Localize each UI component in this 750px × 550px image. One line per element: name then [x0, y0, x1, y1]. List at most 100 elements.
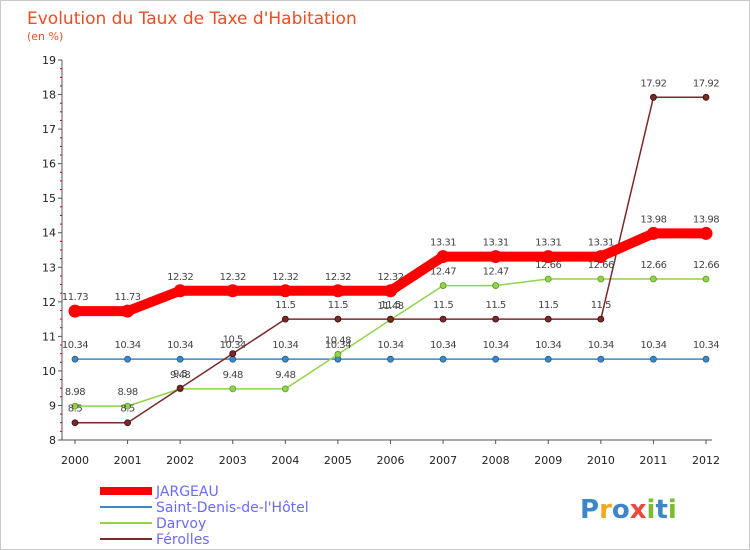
data-point	[702, 355, 710, 363]
data-point	[226, 284, 240, 298]
data-label: 12.47	[430, 267, 456, 278]
data-label: 8.5	[120, 404, 135, 415]
data-label: 10.34	[535, 340, 561, 351]
data-label: 17.92	[640, 78, 666, 89]
data-label: 10.34	[220, 340, 246, 351]
data-label: 12.66	[693, 260, 719, 271]
y-tick-label: 16	[42, 158, 56, 171]
x-tick-label: 2005	[324, 454, 352, 467]
data-point	[489, 250, 503, 264]
data-label: 11.5	[328, 300, 348, 311]
data-label: 12.66	[588, 260, 614, 271]
y-tick-label: 11	[42, 330, 56, 343]
data-label: 10.34	[167, 340, 193, 351]
data-label: 10.34	[325, 340, 351, 351]
data-label: 8.98	[65, 387, 85, 398]
data-label: 11.73	[62, 292, 88, 303]
data-point	[124, 402, 131, 410]
data-point	[650, 355, 657, 363]
data-label: 10.34	[483, 340, 509, 351]
data-label: 10.34	[430, 340, 456, 351]
legend: JARGEAUSaint-Denis-de-l'HôtelDarvoyFérol…	[100, 484, 309, 548]
legend-label: JARGEAU	[155, 484, 219, 500]
data-label: 11.5	[433, 300, 453, 311]
x-tick-label: 2012	[692, 454, 720, 467]
data-label: 11.5	[486, 300, 506, 311]
data-point	[492, 315, 500, 323]
data-label: 11.5	[591, 300, 611, 311]
x-tick-label: 2004	[271, 454, 299, 467]
data-point	[702, 93, 710, 101]
data-label: 10.34	[377, 340, 403, 351]
data-point	[281, 315, 289, 323]
data-label: 10.34	[693, 340, 719, 351]
data-label: 9.48	[275, 370, 295, 381]
data-label: 10.34	[588, 340, 614, 351]
data-point	[278, 284, 292, 298]
data-label: 17.92	[693, 78, 719, 89]
data-label: 13.31	[483, 238, 509, 249]
data-point	[71, 419, 79, 427]
data-point	[281, 355, 289, 363]
data-point	[334, 350, 342, 358]
data-label: 9.48	[223, 370, 243, 381]
data-point	[387, 355, 394, 363]
series-points	[68, 93, 713, 427]
data-label: 13.31	[535, 238, 561, 249]
y-tick-label: 18	[42, 89, 56, 102]
y-tick-label: 15	[42, 192, 56, 205]
brand-wordmark: Proxiti	[580, 495, 677, 525]
data-label: 12.32	[325, 272, 351, 283]
x-tick-label: 2009	[534, 454, 562, 467]
data-point	[597, 315, 605, 323]
y-tick-label: 12	[42, 296, 56, 309]
data-label: 10.34	[62, 340, 88, 351]
x-tick-label: 2008	[482, 454, 510, 467]
data-label: 12.47	[483, 267, 509, 278]
data-point	[544, 275, 552, 283]
data-point	[597, 275, 605, 283]
data-label: 12.32	[220, 272, 246, 283]
y-tick-label: 8	[49, 434, 56, 447]
data-point	[68, 304, 82, 318]
data-point	[229, 355, 237, 363]
data-point	[597, 355, 605, 363]
data-point	[650, 93, 657, 101]
x-tick-label: 2007	[429, 454, 457, 467]
data-point	[699, 226, 713, 240]
data-point	[387, 315, 394, 323]
data-point	[492, 355, 500, 363]
x-tick-label: 2003	[219, 454, 247, 467]
data-label: 11.48	[377, 301, 403, 312]
data-point	[702, 275, 710, 283]
x-tick-label: 2000	[61, 454, 89, 467]
data-point	[646, 226, 660, 240]
data-point	[544, 355, 552, 363]
axes: 8 9 10 11 12 13 14 15 16 17 18 19 2000 2001 2002 2003 20…	[42, 54, 720, 467]
data-label: 12.32	[272, 272, 298, 283]
data-point	[544, 315, 552, 323]
data-point	[384, 284, 397, 298]
data-point	[124, 355, 131, 363]
data-point	[650, 275, 657, 283]
data-label: 12.32	[377, 272, 403, 283]
data-label: 12.66	[535, 260, 561, 271]
x-tick-label: 2001	[114, 454, 142, 467]
data-label: 12.66	[640, 260, 666, 271]
chart-subtitle: (en %)	[27, 30, 63, 43]
data-point	[594, 250, 608, 264]
data-point	[439, 315, 447, 323]
y-tick-label: 13	[42, 261, 56, 274]
y-tick-label: 19	[42, 54, 56, 67]
data-point	[71, 355, 79, 363]
data-label: 10.34	[272, 340, 298, 351]
data-label: 13.31	[588, 238, 614, 249]
data-point	[334, 315, 342, 323]
data-point	[229, 350, 237, 358]
data-point	[176, 355, 184, 363]
data-labels: 10.34 10.34 10.34 10.34 10.34 10.34 10.34 10.34…	[62, 78, 720, 415]
data-point	[439, 282, 447, 289]
data-point	[71, 402, 79, 410]
data-label: 9.5	[173, 369, 188, 380]
